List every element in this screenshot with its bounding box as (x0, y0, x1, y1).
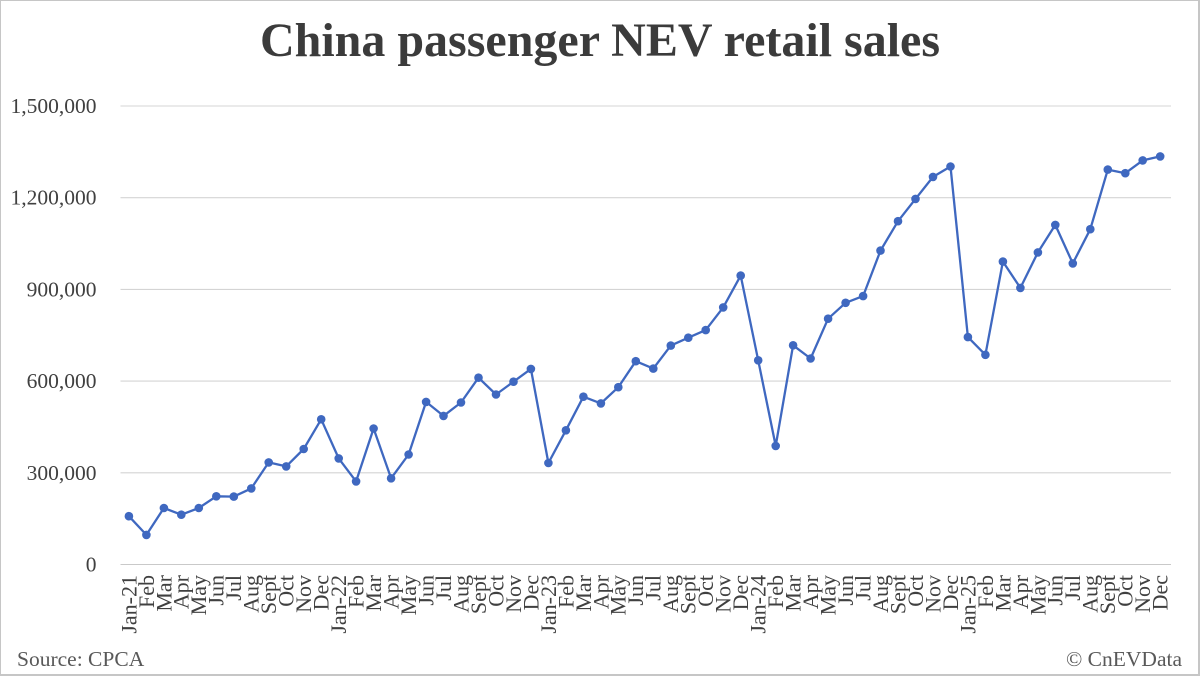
svg-text:900,000: 900,000 (27, 277, 97, 301)
svg-text:300,000: 300,000 (27, 461, 97, 485)
svg-text:May: May (606, 575, 631, 615)
svg-text:Jun: Jun (1043, 575, 1068, 606)
svg-text:Feb: Feb (553, 575, 578, 608)
svg-text:0: 0 (86, 553, 97, 577)
svg-text:Mar: Mar (781, 574, 806, 611)
svg-text:Aug: Aug (868, 575, 893, 613)
svg-text:May: May (186, 575, 211, 615)
svg-text:Dec: Dec (938, 575, 963, 611)
svg-text:Apr: Apr (798, 574, 823, 609)
svg-text:Jan-23: Jan-23 (536, 575, 561, 634)
svg-text:Mar: Mar (990, 574, 1015, 611)
svg-text:Mar: Mar (571, 574, 596, 611)
svg-text:May: May (1025, 575, 1050, 615)
svg-text:Aug: Aug (658, 575, 683, 613)
svg-text:Jun: Jun (414, 575, 439, 606)
svg-text:Feb: Feb (134, 575, 159, 608)
svg-text:Sept: Sept (676, 575, 701, 614)
svg-text:Oct: Oct (693, 575, 718, 607)
svg-text:Nov: Nov (920, 575, 945, 613)
svg-text:Sept: Sept (466, 575, 491, 614)
svg-text:Jul: Jul (641, 575, 666, 601)
svg-text:600,000: 600,000 (27, 369, 97, 393)
svg-text:Nov: Nov (1130, 575, 1155, 613)
svg-text:Jul: Jul (431, 575, 456, 601)
svg-text:Mar: Mar (151, 574, 176, 611)
svg-text:1,500,000: 1,500,000 (11, 94, 97, 118)
svg-text:Jun: Jun (833, 575, 858, 606)
svg-text:Jul: Jul (221, 575, 246, 601)
svg-text:Oct: Oct (483, 575, 508, 607)
svg-text:Sept: Sept (885, 575, 910, 614)
svg-text:Dec: Dec (518, 575, 543, 611)
svg-text:Jul: Jul (851, 575, 876, 601)
svg-text:Feb: Feb (973, 575, 998, 608)
svg-text:May: May (816, 575, 841, 615)
svg-text:Apr: Apr (169, 574, 194, 609)
svg-text:Oct: Oct (274, 575, 299, 607)
svg-text:Jul: Jul (1060, 575, 1085, 601)
svg-text:Aug: Aug (448, 575, 473, 613)
svg-text:Aug: Aug (1078, 575, 1103, 613)
svg-text:Jan-24: Jan-24 (746, 575, 771, 634)
svg-text:Jun: Jun (623, 575, 648, 606)
svg-text:Sept: Sept (1095, 575, 1120, 614)
svg-text:Apr: Apr (379, 574, 404, 609)
svg-text:Mar: Mar (361, 574, 386, 611)
svg-text:Apr: Apr (588, 574, 613, 609)
svg-text:Dec: Dec (1148, 575, 1173, 611)
svg-text:May: May (396, 575, 421, 615)
svg-text:Nov: Nov (291, 575, 316, 613)
svg-text:Jan-21: Jan-21 (116, 575, 141, 634)
svg-text:Jun: Jun (204, 575, 229, 606)
svg-text:Nov: Nov (501, 575, 526, 613)
svg-text:Aug: Aug (239, 575, 264, 613)
svg-text:Dec: Dec (728, 575, 753, 611)
svg-text:1,200,000: 1,200,000 (11, 186, 97, 210)
svg-text:Jan-22: Jan-22 (326, 575, 351, 634)
svg-text:Oct: Oct (903, 575, 928, 607)
svg-text:Dec: Dec (309, 575, 334, 611)
svg-text:Oct: Oct (1113, 575, 1138, 607)
svg-text:Nov: Nov (711, 575, 736, 613)
svg-text:Feb: Feb (763, 575, 788, 608)
svg-text:Apr: Apr (1008, 574, 1033, 609)
svg-text:Feb: Feb (344, 575, 369, 608)
svg-text:Jan-25: Jan-25 (955, 575, 980, 634)
svg-text:Sept: Sept (256, 575, 281, 614)
